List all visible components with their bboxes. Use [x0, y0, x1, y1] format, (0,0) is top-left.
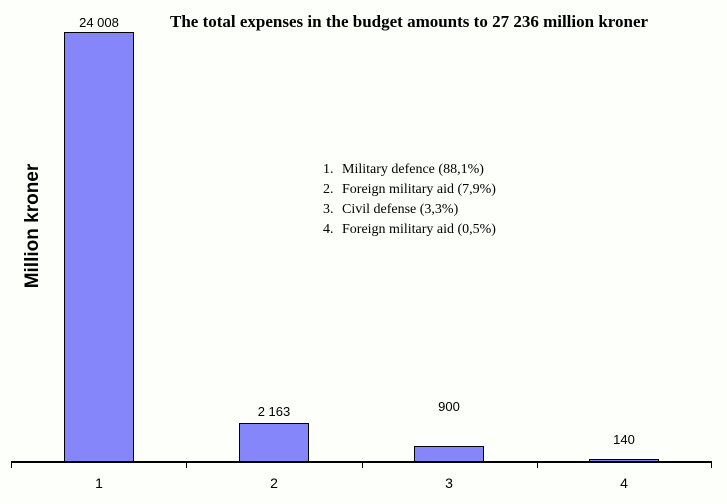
legend-item-label: Foreign military aid (0,5%) — [342, 222, 496, 237]
legend-item-number: 3. — [323, 202, 334, 217]
x-axis-line — [11, 461, 712, 463]
legend-item-label: Foreign military aid (7,9%) — [342, 182, 496, 197]
x-axis-tick — [11, 461, 12, 468]
x-axis-tick — [537, 461, 538, 468]
x-axis-category-label: 2 — [270, 475, 278, 491]
legend-item-number: 2. — [323, 182, 334, 197]
x-axis-category-label: 3 — [445, 475, 453, 491]
bar-category-4 — [589, 459, 659, 462]
bar-value-label: 140 — [613, 432, 635, 447]
chart-title: The total expenses in the budget amounts… — [170, 12, 649, 31]
legend-item: 4. Foreign military aid (0,5%) — [323, 220, 496, 240]
x-axis-category-label: 1 — [95, 475, 103, 491]
bar-category-2 — [239, 423, 309, 462]
x-axis-category-label: 4 — [620, 475, 628, 491]
x-axis-tick — [186, 461, 187, 468]
legend-item: 1. Military defence (88,1%) — [323, 160, 496, 180]
legend-item-number: 1. — [323, 162, 334, 177]
legend-item: 3. Civil defense (3,3%) — [323, 200, 496, 220]
legend-item-number: 4. — [323, 222, 334, 237]
bar-value-label: 2 163 — [257, 404, 291, 419]
legend-item-label: Military defence (88,1%) — [342, 162, 484, 177]
legend-item-label: Civil defense (3,3%) — [342, 202, 459, 217]
legend-item: 2. Foreign military aid (7,9%) — [323, 180, 496, 200]
bar-value-label: 24 008 — [79, 15, 119, 30]
x-axis-tick — [362, 461, 363, 468]
bar-value-label: 900 — [438, 399, 460, 414]
bar-category-3 — [414, 446, 484, 462]
bar-category-1 — [64, 32, 134, 462]
legend: 1. Military defence (88,1%) 2. Foreign mili… — [323, 160, 496, 240]
x-axis-tick — [711, 461, 712, 468]
